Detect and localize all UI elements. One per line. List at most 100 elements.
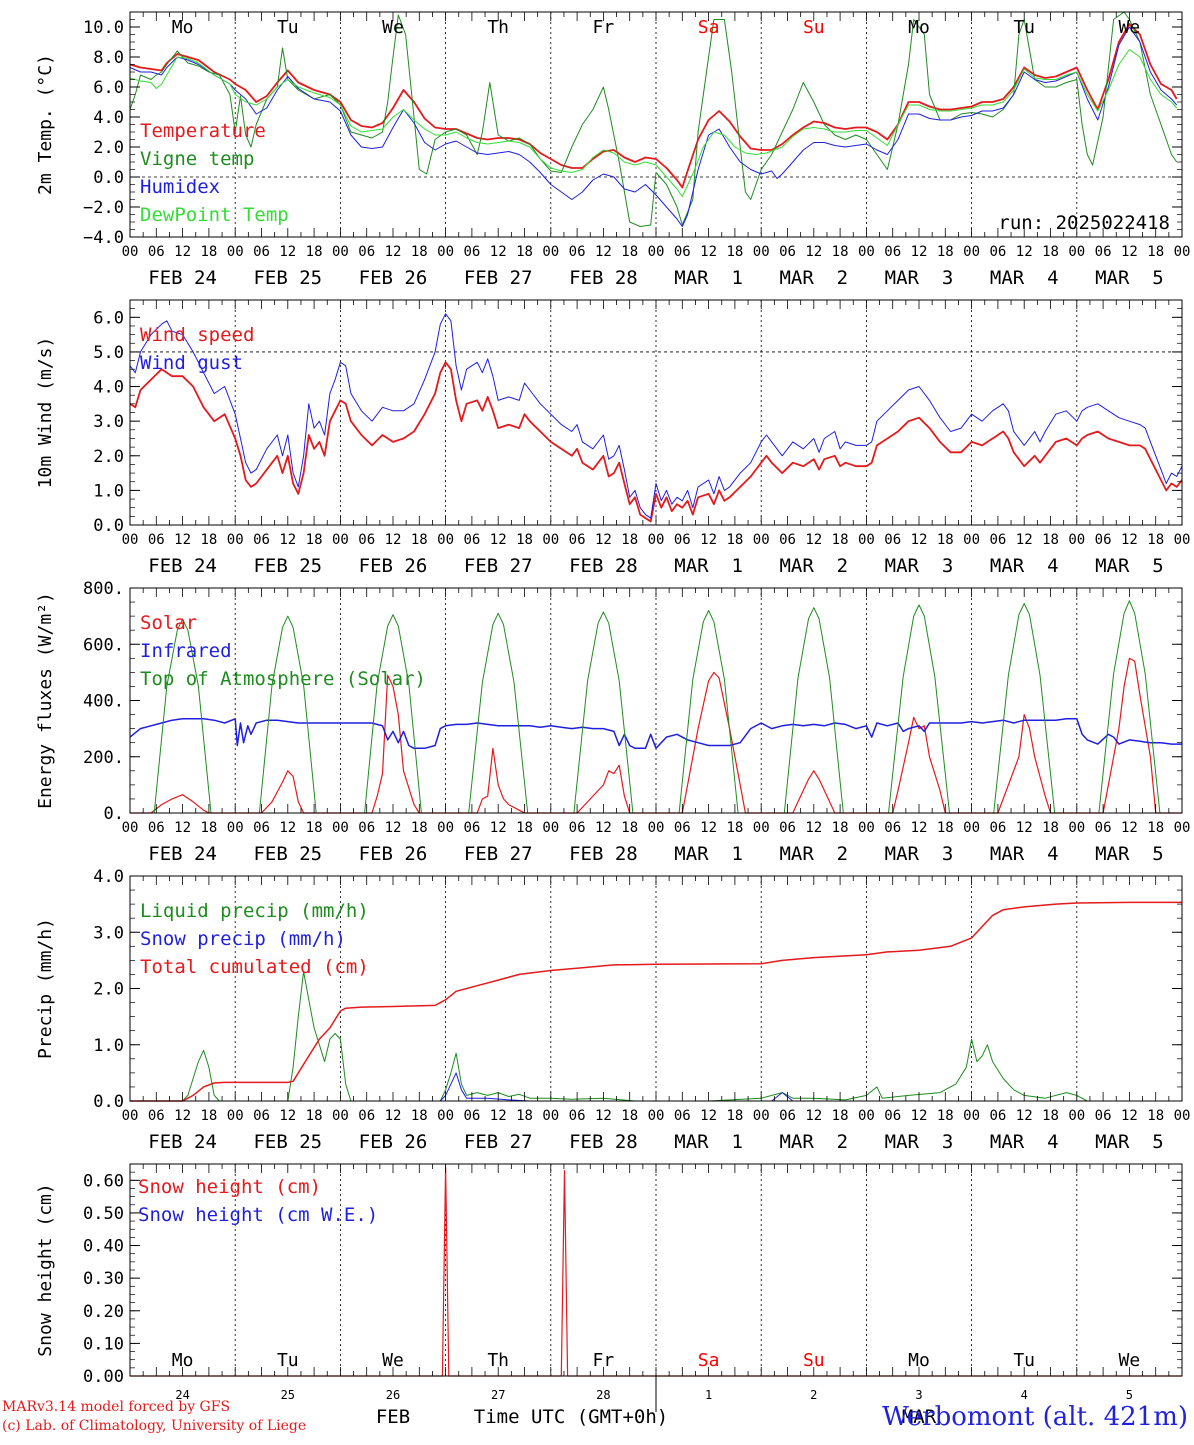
- series-line-wind-gust: [129, 313, 1183, 519]
- x-hour-label: 12: [1121, 820, 1138, 836]
- x-hour-label: 18: [937, 244, 954, 260]
- x-hour-label: 18: [832, 532, 849, 548]
- x-hour-label: 00: [963, 820, 980, 836]
- x-day-label: FEB 25: [253, 1131, 322, 1153]
- month-label: FEB: [376, 1406, 410, 1428]
- series-line-snow-precip-mm-h: [130, 1072, 1182, 1102]
- x-hour-label: 18: [937, 1108, 954, 1124]
- x-hour-label: 06: [674, 820, 691, 836]
- weekday-label: Sa: [698, 1350, 720, 1371]
- x-day-label: MAR 4: [990, 1131, 1059, 1153]
- x-hour-label: 00: [1068, 244, 1085, 260]
- y-tick-label: 0.0: [93, 516, 124, 536]
- x-hour-label: 12: [279, 820, 296, 836]
- x-hour-label: 06: [1095, 532, 1112, 548]
- legend-entry: Wind gust: [140, 352, 243, 374]
- x-hour-label: 06: [884, 532, 901, 548]
- x-hour-label: 06: [253, 244, 270, 260]
- x-hour-label: 06: [253, 1108, 270, 1124]
- x-day-number: 1: [705, 1388, 712, 1402]
- y-tick-label: 0.0: [93, 1092, 124, 1112]
- weekday-label: Fr: [593, 1350, 615, 1371]
- weekday-label: Su: [803, 17, 825, 38]
- x-hour-label: 18: [726, 244, 743, 260]
- station-name: Werbomont (alt. 421m): [882, 1402, 1188, 1432]
- x-hour-label: 18: [937, 820, 954, 836]
- y-axis-label: Snow height (cm): [35, 1183, 56, 1356]
- y-tick-label: 4.0: [93, 867, 124, 887]
- x-hour-label: 12: [1016, 1108, 1033, 1124]
- x-hour-label: 12: [700, 532, 717, 548]
- x-hour-label: 12: [595, 532, 612, 548]
- y-axis-label: Precip (mm/h): [35, 918, 56, 1059]
- x-hour-label: 06: [884, 244, 901, 260]
- y-tick-label: 600.: [83, 635, 124, 655]
- x-day-label: MAR 3: [885, 267, 954, 289]
- x-hour-label: 06: [253, 532, 270, 548]
- y-tick-label: 4.0: [93, 378, 124, 398]
- x-hour-label: 06: [1095, 1108, 1112, 1124]
- x-hour-label: 00: [1174, 820, 1191, 836]
- y-tick-label: 3.0: [93, 923, 124, 943]
- x-hour-label: 18: [621, 820, 638, 836]
- x-hour-label: 06: [148, 244, 165, 260]
- x-day-label: FEB 27: [464, 1131, 533, 1153]
- x-day-label: FEB 26: [359, 267, 428, 289]
- weekday-label: We: [382, 1350, 404, 1371]
- model-credit: MARv3.14 model forced by GFS (c) Lab. of…: [2, 1398, 306, 1436]
- x-hour-label: 06: [358, 532, 375, 548]
- x-hour-label: 12: [490, 820, 507, 836]
- x-hour-label: 18: [1042, 820, 1059, 836]
- x-hour-label: 00: [122, 244, 139, 260]
- x-hour-label: 18: [200, 532, 217, 548]
- legend-entry: DewPoint Temp: [140, 204, 289, 226]
- x-hour-label: 00: [858, 820, 875, 836]
- y-tick-label: 6.0: [93, 308, 124, 328]
- x-hour-label: 06: [779, 820, 796, 836]
- weekday-label: Sa: [698, 17, 720, 38]
- x-day-number: 26: [386, 1388, 400, 1402]
- x-hour-label: 06: [358, 1108, 375, 1124]
- legend-entry: Temperature: [140, 120, 266, 142]
- y-tick-label: 0.0: [93, 168, 124, 188]
- x-hour-label: 12: [1016, 820, 1033, 836]
- weekday-label: Mo: [908, 17, 930, 38]
- y-tick-label: 0.50: [83, 1204, 124, 1224]
- series-line-liquid-precip-mm-h: [130, 971, 1182, 1102]
- x-hour-label: 00: [963, 244, 980, 260]
- x-hour-label: 12: [805, 244, 822, 260]
- x-hour-label: 06: [148, 820, 165, 836]
- x-day-label: MAR 5: [1095, 267, 1164, 289]
- series-line-infrared: [129, 718, 1182, 750]
- x-hour-label: 18: [516, 1108, 533, 1124]
- legend-entry: Liquid precip (mm/h): [140, 900, 369, 922]
- x-hour-label: 00: [753, 1108, 770, 1124]
- x-hour-label: 00: [753, 532, 770, 548]
- y-tick-label: 0.10: [83, 1334, 124, 1354]
- legend-entry: Total cumulated (cm): [140, 956, 369, 978]
- x-hour-label: 18: [200, 820, 217, 836]
- weekday-label: Tu: [1013, 17, 1035, 38]
- series-line-humidex: [129, 26, 1178, 227]
- x-hour-label: 00: [437, 1108, 454, 1124]
- legend-entry: Snow height (cm): [138, 1176, 321, 1198]
- x-day-label: FEB 25: [253, 555, 322, 577]
- x-hour-label: 18: [306, 1108, 323, 1124]
- y-tick-label: 8.0: [93, 48, 124, 68]
- panel-2: [129, 299, 1183, 526]
- x-hour-label: 06: [779, 532, 796, 548]
- x-hour-label: 12: [279, 1108, 296, 1124]
- x-day-label: MAR 5: [1095, 555, 1164, 577]
- x-day-label: FEB 26: [359, 843, 428, 865]
- x-hour-label: 06: [463, 532, 480, 548]
- x-hour-label: 00: [227, 820, 244, 836]
- x-hour-label: 00: [542, 532, 559, 548]
- legend-entry: Infrared: [140, 640, 232, 662]
- x-hour-label: 06: [253, 820, 270, 836]
- x-hour-label: 18: [1147, 1108, 1164, 1124]
- y-tick-label: 800.: [83, 579, 124, 599]
- x-day-label: FEB 28: [569, 843, 638, 865]
- x-day-label: FEB 26: [359, 1131, 428, 1153]
- x-day-label: FEB 27: [464, 843, 533, 865]
- x-hour-label: 06: [1095, 820, 1112, 836]
